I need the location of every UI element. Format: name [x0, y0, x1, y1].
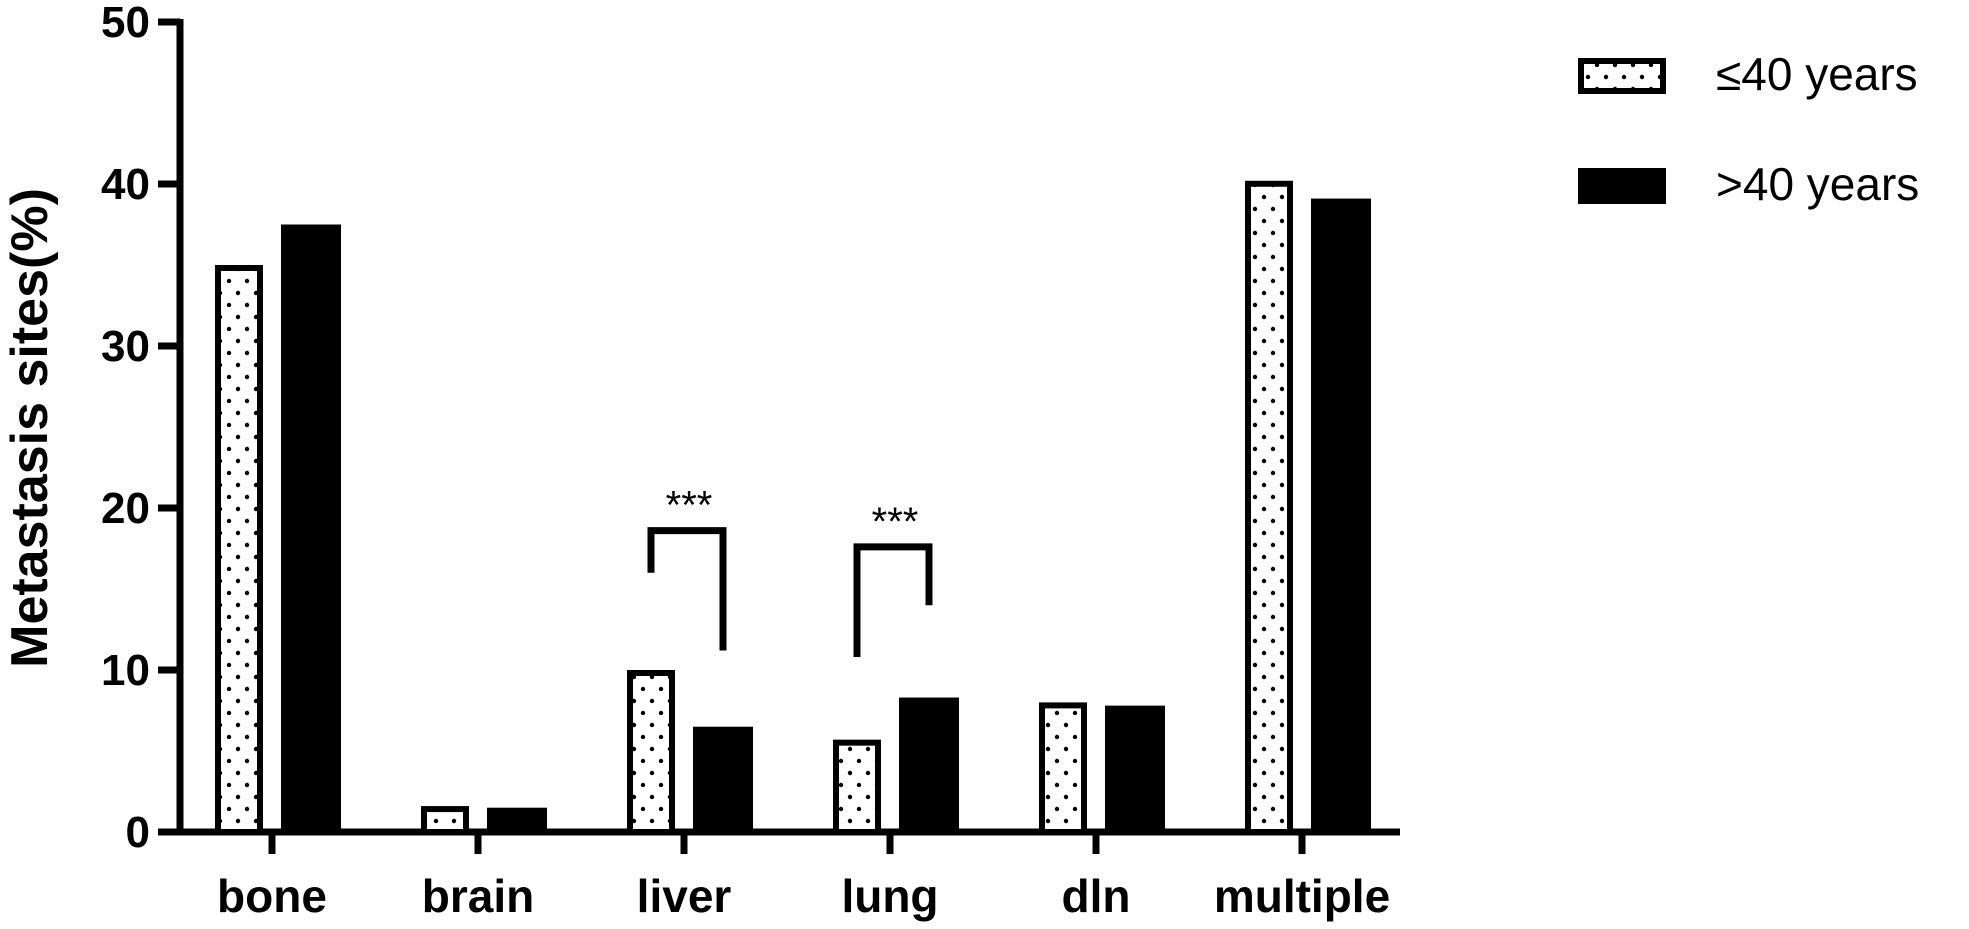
bar-series-1	[421, 806, 469, 836]
significance-bracket	[647, 527, 727, 651]
x-tick-label: brain	[422, 870, 534, 922]
x-tick-label: liver	[637, 870, 732, 922]
y-tick-label: 20	[101, 484, 150, 533]
axes: 0 10 20 30 40 50 bone brain liver lung dln multiple	[101, 0, 1400, 922]
legend-label: ≤40 years	[1716, 48, 1918, 100]
significance-bracket	[853, 543, 933, 658]
x-tick-label: bone	[217, 870, 327, 922]
bar-series-1	[1039, 702, 1087, 836]
y-tick-label: 50	[101, 0, 150, 47]
y-tick-label: 40	[101, 160, 150, 209]
y-tick-label: 30	[101, 322, 150, 371]
bar-series-1	[215, 265, 263, 835]
legend-label: >40 years	[1716, 158, 1919, 210]
bar-series-2	[1311, 198, 1371, 832]
x-tick-label: lung	[841, 870, 938, 922]
y-axis-label: Metastasis sites(%)	[1, 188, 59, 668]
bar-series-1	[833, 739, 881, 835]
bar-series-2	[693, 726, 753, 832]
legend: ≤40 years >40 years	[1578, 48, 1919, 210]
bar-series-2	[281, 224, 341, 832]
bar-series-2	[487, 807, 547, 832]
significance-label: ***	[872, 500, 919, 544]
legend-swatch-series-1	[1578, 58, 1666, 94]
y-tick-label: 0	[126, 808, 150, 857]
y-tick-label: 10	[101, 646, 150, 695]
bar-series-2	[1105, 705, 1165, 832]
x-tick-label: dln	[1062, 870, 1131, 922]
significance-label: ***	[666, 484, 713, 528]
bar-series-2	[899, 697, 959, 832]
legend-swatch-series-2	[1578, 168, 1666, 204]
bar-series-1	[1245, 180, 1293, 835]
bars	[215, 180, 1371, 836]
significance-annotations: *** ***	[647, 484, 933, 658]
bar-series-1	[627, 670, 675, 835]
x-tick-label: multiple	[1214, 870, 1390, 922]
